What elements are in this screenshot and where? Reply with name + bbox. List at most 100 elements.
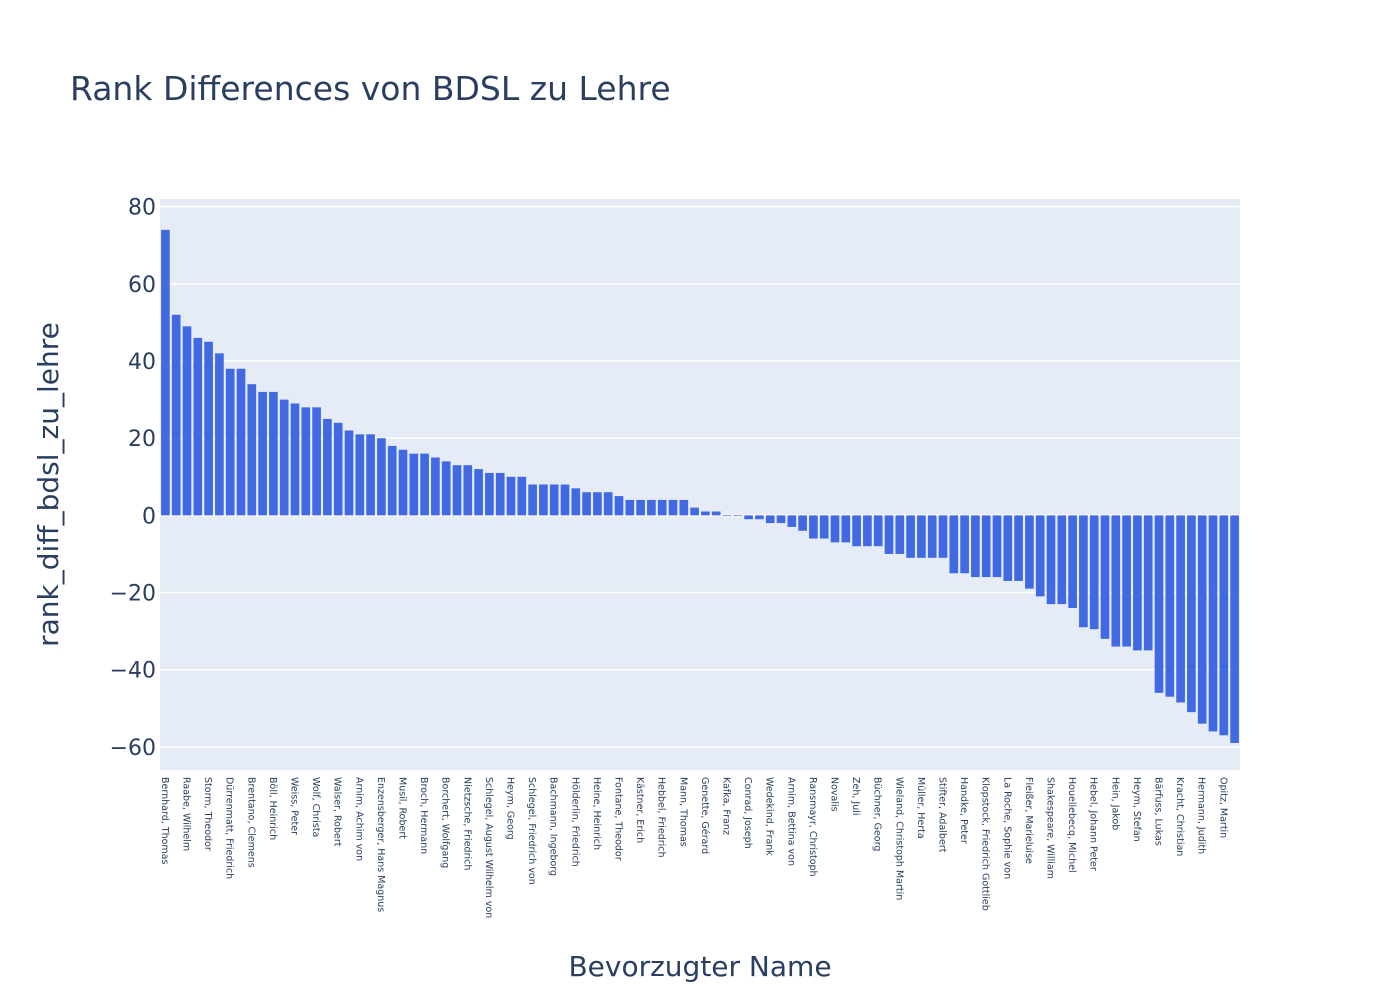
x-tick-label: Nietzsche, Friedrich bbox=[461, 777, 472, 870]
bar bbox=[960, 515, 969, 574]
x-tick-label: Mann, Thomas bbox=[677, 777, 688, 847]
x-tick-label: Musil, Robert bbox=[397, 777, 408, 839]
bar bbox=[1187, 515, 1196, 713]
x-tick-label: Ransmayr, Christoph bbox=[807, 777, 818, 877]
bar bbox=[539, 484, 548, 516]
bar bbox=[690, 507, 699, 516]
bar bbox=[1197, 515, 1207, 724]
bar bbox=[398, 449, 408, 516]
bar bbox=[1014, 515, 1023, 581]
x-tick-label: Borchert, Wolfgang bbox=[440, 777, 451, 868]
bar bbox=[247, 384, 257, 516]
bar bbox=[1068, 515, 1077, 608]
bar bbox=[495, 472, 505, 516]
bar bbox=[387, 445, 397, 516]
bar bbox=[830, 515, 840, 543]
bar bbox=[279, 399, 289, 516]
bar bbox=[657, 499, 667, 516]
bar bbox=[733, 515, 743, 516]
y-tick-label: −60 bbox=[110, 736, 156, 761]
x-tick-label: Enzensberger, Hans Magnus bbox=[375, 777, 386, 912]
bar bbox=[895, 515, 905, 554]
x-tick-label: Hebbel, Friedrich bbox=[656, 777, 667, 858]
bar bbox=[204, 341, 213, 516]
x-tick-label: Kafka, Franz bbox=[721, 777, 732, 835]
bar bbox=[679, 499, 689, 516]
bar bbox=[1057, 515, 1067, 605]
bar bbox=[884, 515, 894, 554]
x-tick-label: Novalis bbox=[829, 777, 840, 812]
bar bbox=[171, 314, 181, 516]
bar bbox=[290, 403, 300, 516]
bar bbox=[215, 353, 224, 516]
bar bbox=[992, 515, 1002, 578]
chart-title: Rank Differences von BDSL zu Lehre bbox=[70, 69, 671, 108]
x-tick-label: Schlegel, Friedrich von bbox=[526, 777, 537, 885]
x-tick-label: Stifter, Adalbert bbox=[937, 777, 948, 853]
bar bbox=[809, 515, 818, 539]
bar bbox=[409, 453, 419, 516]
x-axis-title: Bevorzugter Name bbox=[568, 950, 831, 983]
x-tick-label: Kracht, Christian bbox=[1174, 777, 1185, 856]
bar bbox=[668, 499, 678, 516]
bar bbox=[1122, 515, 1131, 647]
bar bbox=[1046, 515, 1056, 605]
bar bbox=[593, 492, 602, 516]
bar bbox=[193, 337, 203, 516]
bar bbox=[1079, 515, 1088, 628]
x-tick-label: Genette, Gérard bbox=[699, 777, 710, 854]
bar bbox=[787, 515, 797, 527]
bar bbox=[971, 515, 980, 578]
x-tick-label: Houellebecq, Michel bbox=[1066, 777, 1077, 873]
bar bbox=[701, 511, 710, 516]
bar bbox=[560, 484, 570, 516]
bar bbox=[776, 515, 786, 524]
plot-area bbox=[160, 199, 1240, 770]
x-tick-label: Heym, Stefan bbox=[1131, 777, 1142, 842]
x-tick-label: Walser, Robert bbox=[332, 777, 343, 847]
bar bbox=[431, 457, 440, 516]
bar bbox=[236, 368, 246, 516]
x-tick-label: Wedekind, Frank bbox=[764, 777, 775, 856]
bar bbox=[1133, 515, 1142, 651]
x-tick-label: Bernhard, Thomas bbox=[159, 777, 170, 864]
bar bbox=[755, 515, 764, 520]
bar bbox=[1025, 515, 1034, 589]
bar bbox=[377, 438, 386, 516]
x-tick-label: Shakespeare, William bbox=[1045, 777, 1056, 879]
bar bbox=[301, 407, 311, 516]
x-tick-label: Hebel, Johann Peter bbox=[1088, 777, 1099, 871]
bar bbox=[1143, 515, 1153, 651]
x-tick-label: Arnim, Bettina von bbox=[785, 777, 796, 866]
bar bbox=[819, 515, 829, 539]
bar bbox=[528, 484, 537, 516]
bar bbox=[1230, 515, 1239, 743]
bar bbox=[614, 496, 624, 516]
x-tick-label: Hein, Jakob bbox=[1109, 777, 1120, 830]
bar bbox=[1035, 515, 1045, 597]
x-tick-label: Fleißer, Marieluise bbox=[1023, 777, 1034, 864]
bar bbox=[852, 515, 861, 547]
x-axis-ticks: Bernhard, Thomas Raabe, Wilhelm Storm, The… bbox=[159, 777, 1228, 918]
bar bbox=[463, 465, 473, 516]
x-tick-label: Klopstock, Friedrich Gottlieb bbox=[980, 777, 991, 911]
bar bbox=[798, 515, 807, 531]
x-tick-label: Fontane, Theodor bbox=[613, 777, 624, 861]
x-tick-label: Handke, Peter bbox=[958, 777, 969, 844]
bar bbox=[517, 476, 527, 516]
y-tick-label: −20 bbox=[110, 582, 156, 607]
y-axis-title: rank_diff_bdsl_zu_lehre bbox=[32, 322, 65, 647]
bar bbox=[582, 492, 591, 516]
bar bbox=[1089, 515, 1099, 630]
bar bbox=[1165, 515, 1175, 697]
y-axis-ticks: −60 −40 −20 0 20 40 60 80 bbox=[110, 196, 156, 761]
x-tick-label: Wolf, Christa bbox=[310, 777, 321, 837]
bar bbox=[1208, 515, 1218, 732]
y-tick-label: 20 bbox=[128, 427, 156, 452]
bar bbox=[474, 469, 483, 516]
x-tick-label: Büchner, Georg bbox=[872, 777, 883, 851]
y-tick-label: 0 bbox=[142, 504, 156, 529]
bar bbox=[269, 391, 278, 516]
bar bbox=[355, 434, 365, 516]
